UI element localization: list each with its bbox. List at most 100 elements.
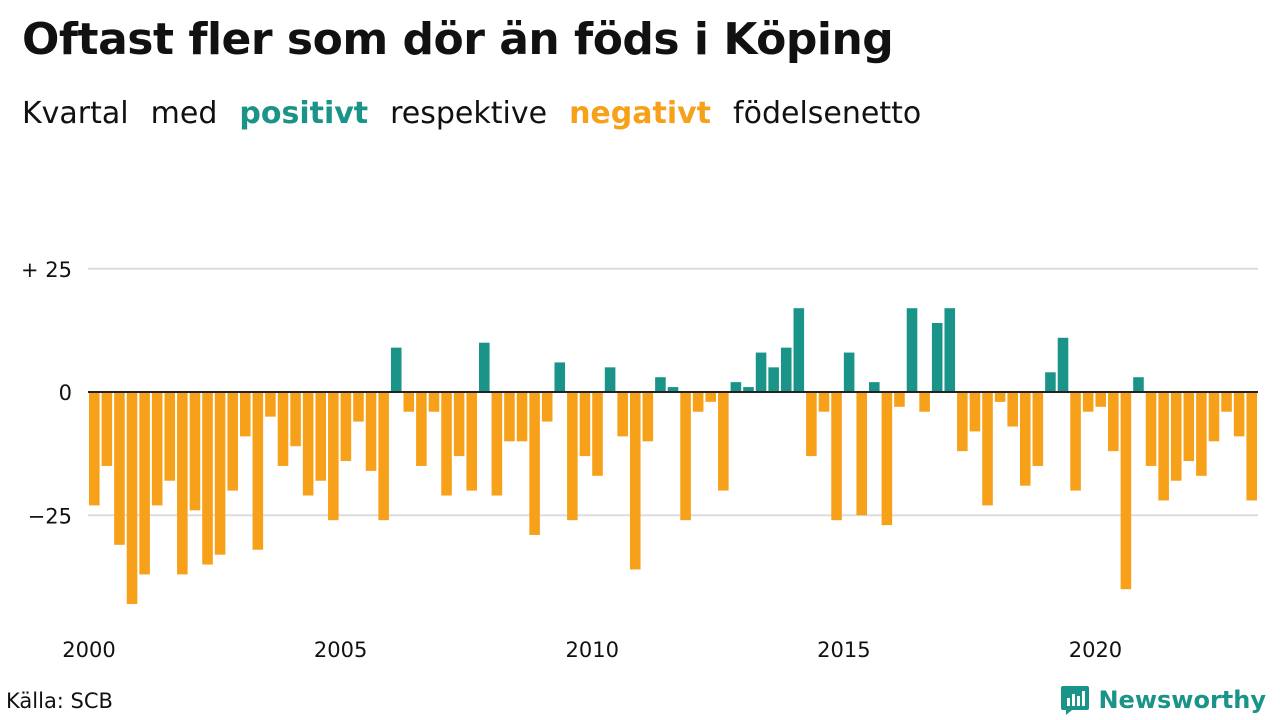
- bar-negative: [353, 392, 364, 422]
- bar-negative: [491, 392, 503, 496]
- bar-negative: [579, 392, 591, 457]
- bar-positive: [755, 352, 767, 392]
- bar-positive: [1133, 377, 1144, 392]
- bar-negative: [617, 392, 628, 437]
- brand-name: Newsworthy: [1098, 686, 1266, 714]
- bar-negative: [378, 392, 389, 521]
- bar-negative: [453, 392, 465, 457]
- bar-negative: [1170, 392, 1182, 481]
- bar-negative: [919, 392, 930, 412]
- bar-negative: [856, 392, 867, 516]
- bar-negative: [1082, 392, 1094, 412]
- newsworthy-logo-icon: [1061, 686, 1090, 715]
- bar-negative: [214, 392, 226, 555]
- bar-negative: [718, 392, 729, 491]
- y-tick-label: 0: [59, 381, 72, 405]
- bar-negative: [504, 392, 515, 442]
- x-tick-label: 2005: [314, 638, 367, 662]
- bar-positive: [604, 367, 616, 392]
- bar-negative: [290, 392, 301, 447]
- bar-negative: [629, 392, 641, 570]
- bar-negative: [265, 392, 276, 417]
- bar-negative: [957, 392, 968, 452]
- bar-positive: [730, 382, 742, 392]
- bar-negative: [466, 392, 477, 491]
- bar-negative: [994, 392, 1006, 402]
- x-tick-label: 2015: [817, 638, 870, 662]
- bar-positive: [906, 308, 918, 392]
- bar-negative: [164, 392, 176, 481]
- bar-negative: [1120, 392, 1132, 590]
- bar-negative: [642, 392, 654, 442]
- bar-positive: [743, 387, 754, 392]
- bar-negative: [969, 392, 981, 432]
- bar-positive: [655, 377, 666, 392]
- subtitle-word: Kvartal: [22, 96, 129, 131]
- bar-positive: [1057, 337, 1069, 392]
- bar-negative: [416, 392, 427, 466]
- bar-negative: [1095, 392, 1107, 407]
- chart-title: Oftast fler som dör än föds i Köping: [22, 14, 894, 65]
- bar-negative: [252, 392, 264, 550]
- bar-negative: [705, 392, 717, 402]
- bar-negative: [1108, 392, 1119, 452]
- bar-negative: [139, 392, 150, 575]
- brand-logo: Newsworthy: [1060, 684, 1266, 716]
- bar-negative: [1246, 392, 1257, 501]
- bar-negative: [189, 392, 201, 511]
- bar-negative: [881, 392, 893, 526]
- legend-negative: negativt: [569, 96, 712, 131]
- bar-negative: [114, 392, 125, 545]
- bar-negative: [1007, 392, 1018, 427]
- bar-negative: [692, 392, 704, 412]
- bar-negative: [894, 392, 905, 407]
- bar-negative: [151, 392, 163, 506]
- bar-positive: [390, 347, 402, 392]
- bar-positive: [793, 308, 805, 392]
- chart-subtitle: Kvartal med positivt respektive negativt föde…: [22, 96, 943, 131]
- bar-negative: [680, 392, 691, 521]
- bar-positive: [768, 367, 779, 392]
- bar-positive: [1045, 372, 1056, 392]
- bar-negative: [126, 392, 138, 604]
- bar-negative: [806, 392, 817, 457]
- bar-negative: [529, 392, 540, 535]
- source-note: Källa: SCB: [6, 689, 113, 713]
- y-tick-label: + 25: [21, 258, 72, 282]
- bar-negative: [1145, 392, 1157, 466]
- bar-negative: [89, 392, 100, 506]
- bar-negative: [1158, 392, 1169, 501]
- legend-positive: positivt: [239, 96, 369, 131]
- bar-negative: [239, 392, 251, 437]
- bar-negative: [1019, 392, 1031, 486]
- bar-negative: [541, 392, 553, 422]
- bar-negative: [516, 392, 528, 442]
- bar-negative: [1196, 392, 1207, 476]
- bar-negative: [441, 392, 452, 496]
- bar-positive: [780, 347, 792, 392]
- bar-negative: [1032, 392, 1044, 466]
- y-tick-label: −25: [28, 504, 72, 528]
- bar-negative: [328, 392, 339, 521]
- bar-negative: [831, 392, 842, 521]
- bar-negative: [982, 392, 993, 506]
- subtitle-word: födelsenetto: [733, 96, 922, 131]
- bar-negative: [1233, 392, 1245, 437]
- bar-negative: [277, 392, 289, 466]
- bar-negative: [1183, 392, 1195, 462]
- bar-negative: [365, 392, 377, 471]
- bar-negative: [428, 392, 440, 412]
- bar-positive: [869, 382, 880, 392]
- bar-positive: [554, 362, 566, 392]
- bar-negative: [592, 392, 603, 476]
- bar-negative: [101, 392, 113, 466]
- x-tick-label: 2010: [566, 638, 619, 662]
- x-tick-label: 2000: [62, 638, 115, 662]
- bar-negative: [1221, 392, 1232, 412]
- bar-negative: [315, 392, 327, 481]
- bar-positive: [944, 308, 956, 392]
- subtitle-word: med: [150, 96, 218, 131]
- subtitle-word: respektive: [390, 96, 548, 131]
- bar-positive: [667, 387, 679, 392]
